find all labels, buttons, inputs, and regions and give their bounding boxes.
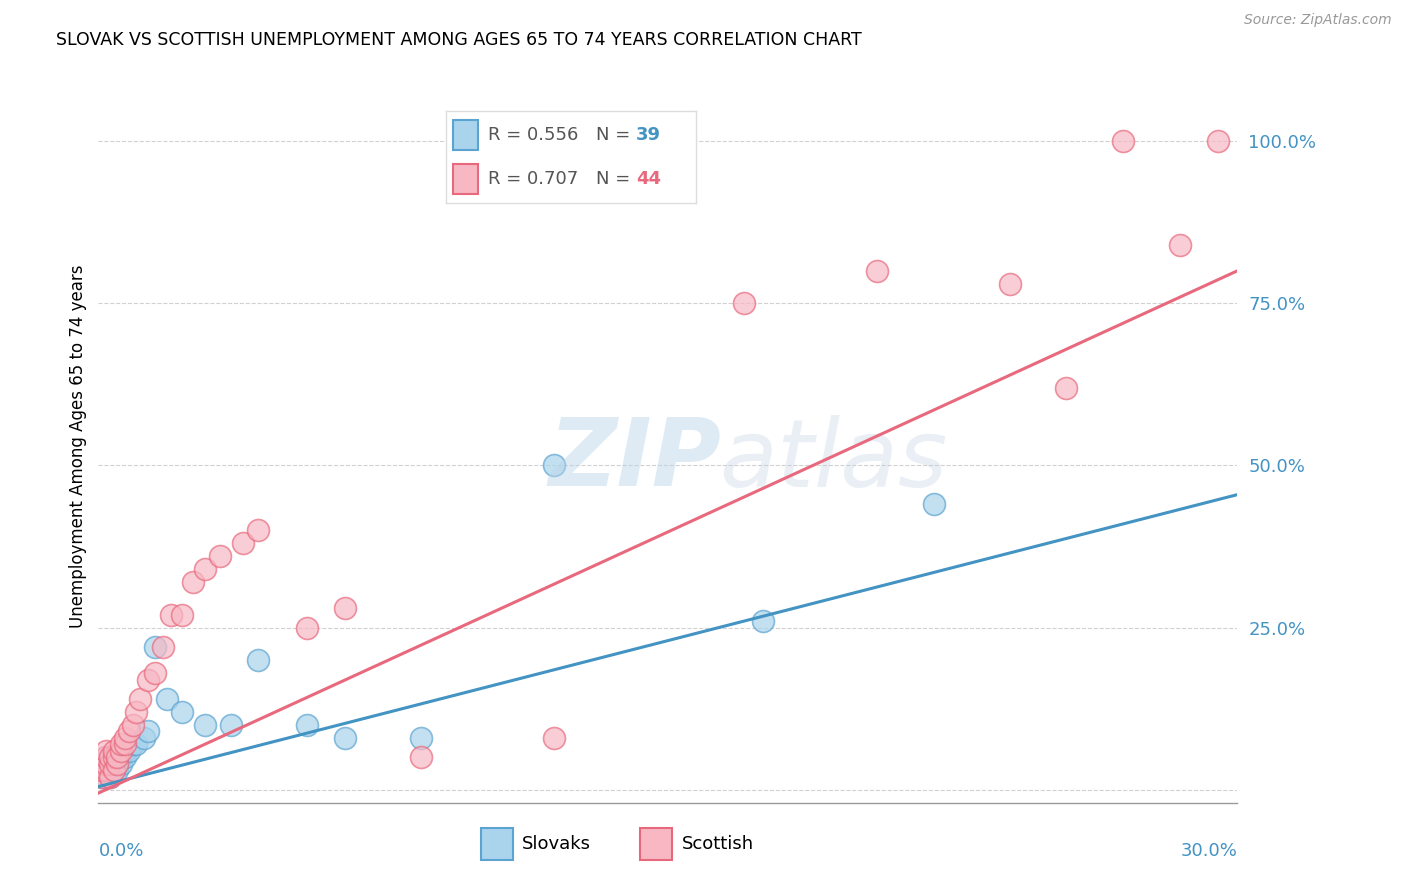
- Point: [103, 750, 125, 764]
- Point: [94, 750, 117, 764]
- Point: [129, 692, 152, 706]
- Text: SLOVAK VS SCOTTISH UNEMPLOYMENT AMONG AGES 65 TO 74 YEARS CORRELATION CHART: SLOVAK VS SCOTTISH UNEMPLOYMENT AMONG AG…: [56, 31, 862, 49]
- Point: [114, 738, 136, 752]
- Point: [91, 756, 114, 771]
- Point: [94, 756, 117, 771]
- Point: [246, 653, 269, 667]
- Point: [1112, 134, 1135, 148]
- Text: Source: ZipAtlas.com: Source: ZipAtlas.com: [1244, 13, 1392, 28]
- Point: [183, 575, 205, 590]
- Point: [125, 705, 148, 719]
- Point: [118, 738, 141, 752]
- Point: [91, 770, 114, 784]
- Point: [159, 607, 181, 622]
- Point: [208, 549, 231, 564]
- Point: [94, 764, 117, 778]
- Point: [110, 756, 132, 771]
- Point: [752, 614, 775, 628]
- Point: [107, 764, 129, 778]
- Point: [136, 673, 159, 687]
- Y-axis label: Unemployment Among Ages 65 to 74 years: Unemployment Among Ages 65 to 74 years: [69, 264, 87, 628]
- Point: [866, 264, 889, 278]
- Point: [125, 738, 148, 752]
- Point: [103, 756, 125, 771]
- Point: [110, 750, 132, 764]
- Point: [411, 731, 433, 745]
- Point: [114, 744, 136, 758]
- Point: [1170, 238, 1192, 252]
- Point: [98, 756, 121, 771]
- Point: [170, 705, 193, 719]
- Point: [94, 750, 117, 764]
- Text: 0.0%: 0.0%: [98, 842, 143, 860]
- Point: [94, 764, 117, 778]
- Point: [156, 692, 179, 706]
- Point: [733, 296, 755, 310]
- Point: [103, 750, 125, 764]
- Point: [91, 770, 114, 784]
- Point: [121, 718, 143, 732]
- Point: [152, 640, 174, 654]
- Point: [114, 750, 136, 764]
- Point: [103, 764, 125, 778]
- Point: [118, 724, 141, 739]
- Point: [335, 601, 357, 615]
- Point: [107, 750, 129, 764]
- Point: [145, 640, 167, 654]
- Point: [107, 750, 129, 764]
- Point: [136, 724, 159, 739]
- Point: [98, 750, 121, 764]
- Point: [922, 497, 945, 511]
- Point: [91, 764, 114, 778]
- Text: ZIP: ZIP: [548, 414, 721, 507]
- Point: [543, 731, 565, 745]
- Point: [145, 666, 167, 681]
- Point: [121, 738, 143, 752]
- Point: [107, 756, 129, 771]
- Point: [103, 764, 125, 778]
- Point: [94, 756, 117, 771]
- Point: [335, 731, 357, 745]
- Point: [170, 607, 193, 622]
- Point: [232, 536, 254, 550]
- Point: [94, 744, 117, 758]
- Point: [98, 770, 121, 784]
- Point: [297, 718, 319, 732]
- Point: [91, 764, 114, 778]
- Point: [246, 524, 269, 538]
- Point: [194, 562, 217, 576]
- Point: [411, 750, 433, 764]
- Point: [98, 764, 121, 778]
- Point: [94, 770, 117, 784]
- Point: [98, 756, 121, 771]
- Text: 30.0%: 30.0%: [1181, 842, 1237, 860]
- Point: [543, 458, 565, 473]
- Point: [1208, 134, 1230, 148]
- Point: [297, 621, 319, 635]
- Point: [118, 744, 141, 758]
- Point: [110, 744, 132, 758]
- Point: [194, 718, 217, 732]
- Point: [114, 731, 136, 745]
- Point: [221, 718, 243, 732]
- Point: [91, 756, 114, 771]
- Text: atlas: atlas: [718, 415, 948, 506]
- Point: [998, 277, 1021, 291]
- Point: [103, 744, 125, 758]
- Point: [1056, 381, 1078, 395]
- Point: [110, 738, 132, 752]
- Point: [98, 750, 121, 764]
- Point: [98, 770, 121, 784]
- Point: [132, 731, 155, 745]
- Point: [107, 756, 129, 771]
